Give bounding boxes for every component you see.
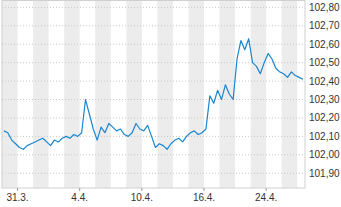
x-tick-label: 31.3.: [6, 192, 28, 203]
day-band: [157, 0, 173, 188]
day-band: [251, 0, 267, 188]
x-tick: [141, 188, 142, 191]
grid-line: [2, 62, 305, 63]
y-tick-label: 102,10: [309, 131, 340, 142]
grid-line: [2, 81, 305, 82]
day-band: [33, 0, 49, 188]
grid-line: [2, 154, 305, 155]
plot-frame: [2, 1, 305, 189]
y-tick-label: 102,20: [309, 112, 340, 123]
day-band: [64, 0, 80, 188]
grid-line: [2, 7, 305, 8]
grid-line: [2, 25, 305, 26]
grid-line: [2, 136, 305, 137]
y-tick-label: 101,90: [309, 168, 340, 179]
y-tick-label: 102,40: [309, 76, 340, 87]
grid-line: [2, 117, 305, 118]
x-tick-label: 4.4.: [71, 192, 88, 203]
day-band: [2, 0, 18, 188]
price-line: [4, 39, 303, 150]
grid-line: [2, 173, 305, 174]
day-band: [282, 0, 298, 188]
x-tick: [204, 188, 205, 191]
x-tick: [79, 188, 80, 191]
chart: 101,90 102,00 102,10 102,20 102,30 102,40 102,…: [0, 0, 341, 207]
grid-line: [2, 99, 305, 100]
y-tick-label: 102,00: [309, 149, 340, 160]
x-tick-label: 10.4.: [131, 192, 153, 203]
x-tick: [266, 188, 267, 191]
y-tick-label: 102,30: [309, 94, 340, 105]
plot-area: [4, 39, 303, 150]
day-band: [126, 0, 142, 188]
day-band: [188, 0, 204, 188]
x-tick-label: 16.4.: [193, 192, 215, 203]
y-tick-label: 102,80: [309, 2, 340, 13]
y-tick-label: 102,60: [309, 39, 340, 50]
day-band: [220, 0, 236, 188]
x-tick-label: 24.4.: [255, 192, 277, 203]
y-tick-label: 102,70: [309, 20, 340, 31]
day-band: [95, 0, 111, 188]
grid-line: [2, 44, 305, 45]
x-tick: [17, 188, 18, 191]
y-tick-label: 102,50: [309, 57, 340, 68]
